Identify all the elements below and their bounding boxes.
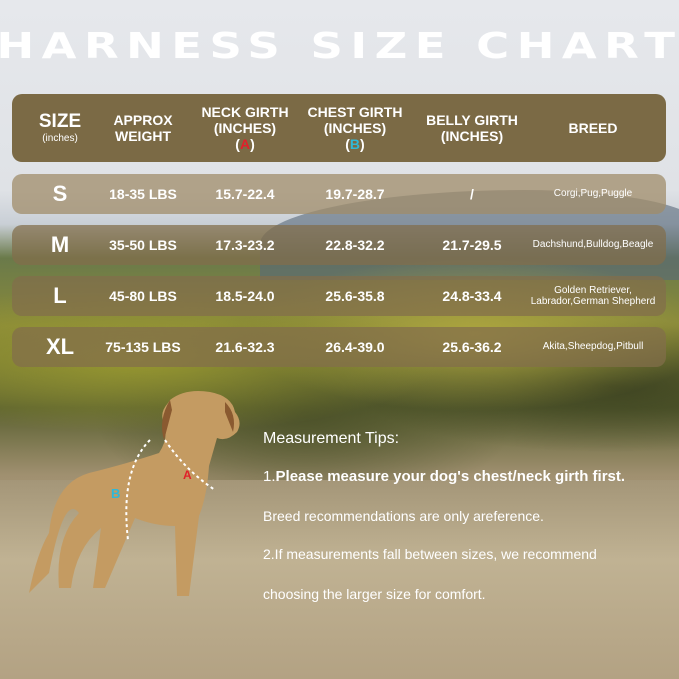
cell-neck: 15.7-22.4 <box>215 185 275 202</box>
cell-size: XL <box>45 334 75 360</box>
table-header: SIZE (inches) APPROX WEIGHT NECK GIRTH (I… <box>12 94 666 162</box>
cell-neck: 17.3-23.2 <box>215 236 275 253</box>
header-belly: BELLY GIRTH (INCHES) <box>426 111 518 144</box>
cell-weight: 45-80 LBS <box>109 287 177 304</box>
cell-weight: 35-50 LBS <box>109 236 177 253</box>
cell-belly: 21.7-29.5 <box>442 236 502 253</box>
table-row: L 45-80 LBS 18.5-24.0 25.6-35.8 24.8-33.4 Gol… <box>12 276 666 316</box>
page-title: HARNESS SIZE CHART <box>0 26 679 67</box>
tip-1: 1.Please measure your dog's chest/neck g… <box>263 468 626 485</box>
tip-line-2: Breed recommendations are only areferenc… <box>263 508 544 524</box>
table-row: XL 75-135 LBS 21.6-32.3 26.4-39.0 25.6-36.2 A… <box>12 327 666 367</box>
dog-illustration: A B <box>29 391 240 596</box>
cell-breed: Akita,Sheepdog,Pitbull <box>542 341 644 353</box>
marker-b-label: B <box>111 486 120 501</box>
cell-breed: Golden Retriever, Labrador,German Shephe… <box>530 284 656 308</box>
cell-chest: 26.4-39.0 <box>325 338 385 355</box>
cell-size: L <box>53 283 67 309</box>
marker-a: A <box>239 136 251 153</box>
cell-belly: / <box>470 185 474 202</box>
tip-line-4: choosing the larger size for comfort. <box>263 586 486 602</box>
cell-belly: 25.6-36.2 <box>442 338 502 355</box>
cell-chest: 25.6-35.8 <box>325 287 385 304</box>
table-row: M 35-50 LBS 17.3-23.2 22.8-32.2 21.7-29.5 Dac… <box>12 225 666 265</box>
cell-chest: 19.7-28.7 <box>325 185 385 202</box>
tips-heading: Measurement Tips: <box>263 430 400 447</box>
cell-weight: 75-135 LBS <box>105 338 181 355</box>
table-row: S 18-35 LBS 15.7-22.4 19.7-28.7 / Corgi,Pug,P… <box>12 174 666 214</box>
header-chest: CHEST GIRTH (INCHES) (B) <box>307 103 403 153</box>
marker-a-label: A <box>183 468 192 482</box>
tip-line-3: 2.If measurements fall between sizes, we… <box>263 546 597 562</box>
cell-breed: Dachshund,Bulldog,Beagle <box>532 239 654 251</box>
header-weight: APPROX WEIGHT <box>113 111 173 144</box>
cell-size: S <box>52 181 68 207</box>
header-breed: BREED <box>568 119 618 136</box>
cell-size: M <box>50 232 70 258</box>
marker-b: B <box>349 136 361 153</box>
cell-neck: 18.5-24.0 <box>215 287 275 304</box>
cell-breed: Corgi,Pug,Puggle <box>553 188 633 200</box>
cell-belly: 24.8-33.4 <box>442 287 502 304</box>
header-neck: NECK GIRTH (INCHES) (A) <box>201 103 289 153</box>
cell-chest: 22.8-32.2 <box>325 236 385 253</box>
header-size: SIZE (inches) <box>38 111 82 145</box>
cell-weight: 18-35 LBS <box>109 185 177 202</box>
cell-neck: 21.6-32.3 <box>215 338 275 355</box>
